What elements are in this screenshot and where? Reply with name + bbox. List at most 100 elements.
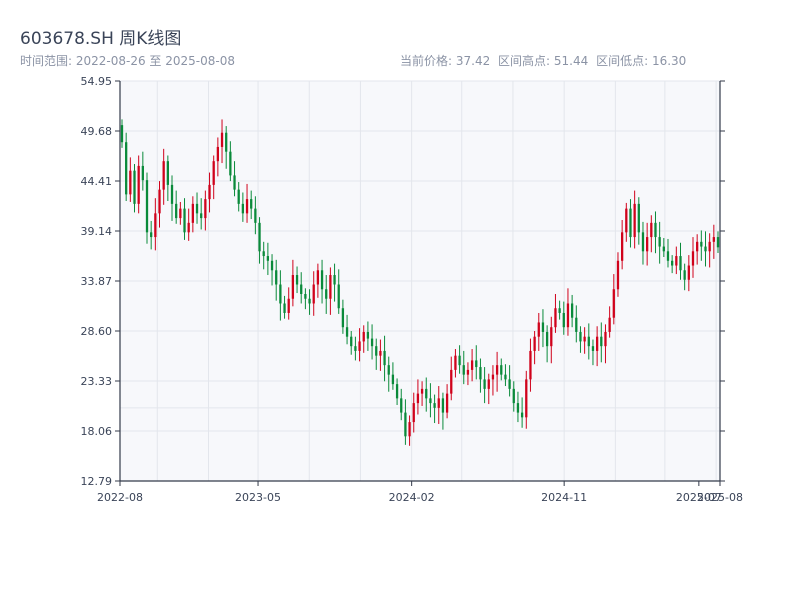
candle	[450, 356, 453, 401]
candle	[608, 306, 611, 338]
candle	[629, 199, 632, 248]
candle	[445, 384, 449, 419]
candle-body	[637, 203, 640, 233]
candle-body	[400, 398, 403, 413]
candle	[591, 339, 595, 366]
candle	[412, 392, 415, 433]
x-tick-label: 2023-05	[235, 491, 281, 504]
candle-body	[437, 398, 440, 408]
candle-body	[208, 184, 211, 200]
candle-body	[704, 246, 707, 252]
candle	[295, 266, 299, 294]
candle-body	[566, 303, 570, 328]
candle-body	[266, 256, 270, 261]
candle-body	[483, 379, 486, 389]
candle-body	[479, 367, 482, 380]
candle	[350, 331, 353, 355]
candle	[570, 294, 574, 328]
candle-body	[562, 312, 565, 328]
candle	[425, 377, 428, 412]
candle	[308, 289, 311, 315]
candle-body	[241, 203, 245, 214]
candle	[208, 172, 211, 213]
candle	[491, 365, 495, 396]
date-range-label: 时间范围: 2022-08-26 至 2025-08-08	[20, 54, 235, 68]
candle	[666, 238, 670, 268]
candle-body	[675, 256, 678, 266]
candle-body	[375, 346, 378, 356]
candle	[712, 224, 715, 259]
candle	[650, 215, 653, 253]
candle	[233, 161, 236, 197]
candle	[312, 271, 315, 316]
candle-body	[691, 251, 695, 266]
candle-body	[175, 203, 178, 219]
candle	[483, 367, 486, 404]
candle-body	[466, 369, 470, 375]
candle-body	[595, 336, 599, 351]
candle-body	[425, 388, 428, 399]
candle	[229, 141, 232, 182]
candle-body	[345, 327, 349, 337]
candle-body	[387, 365, 390, 375]
candle-body	[158, 189, 161, 214]
y-tick-label: 28.60	[81, 325, 113, 338]
candle	[416, 379, 420, 415]
candle	[475, 345, 478, 380]
candle	[220, 119, 224, 164]
candle-body	[541, 322, 545, 332]
candle	[183, 198, 186, 240]
candle-body	[533, 336, 536, 351]
candle	[358, 328, 361, 362]
candle	[387, 356, 390, 392]
candle-body	[325, 289, 328, 299]
candle-body	[687, 265, 690, 280]
candle-body	[270, 260, 274, 271]
candle-body	[150, 232, 153, 238]
candle	[420, 381, 424, 406]
candle-body	[283, 303, 286, 313]
candle-body	[295, 275, 299, 285]
candle	[654, 211, 657, 254]
candle	[612, 274, 615, 325]
candle	[504, 364, 507, 387]
candle	[512, 381, 515, 412]
candle	[316, 263, 320, 298]
candle-body	[633, 203, 636, 238]
candle	[270, 254, 274, 286]
candle	[383, 335, 386, 382]
candle	[454, 349, 457, 378]
candle	[525, 370, 528, 429]
candle	[150, 220, 153, 250]
candle-body	[145, 180, 149, 233]
candle	[679, 242, 682, 280]
candle-body	[587, 336, 590, 347]
candle	[366, 321, 370, 351]
candle-body	[429, 398, 432, 404]
candle-body	[166, 161, 169, 185]
candle-body	[504, 374, 507, 380]
candle	[479, 358, 482, 393]
candle	[671, 255, 674, 274]
x-tick-label: 2024-11	[541, 491, 587, 504]
candle-body	[458, 355, 461, 366]
candle	[391, 362, 395, 390]
candle-body	[404, 412, 407, 437]
candle	[508, 365, 511, 397]
candle	[487, 373, 490, 405]
candle	[437, 386, 440, 424]
candle-body	[225, 132, 228, 152]
candle	[195, 192, 199, 224]
candle	[550, 316, 553, 364]
candle	[275, 259, 278, 301]
candle	[708, 233, 711, 268]
candle-body	[191, 203, 194, 223]
candle	[516, 391, 520, 423]
candle-body	[454, 355, 457, 370]
candle	[300, 272, 303, 304]
candle-body	[291, 275, 295, 299]
candle	[604, 324, 607, 364]
candle	[250, 190, 253, 220]
candle	[633, 190, 636, 249]
candle-body	[308, 298, 311, 304]
